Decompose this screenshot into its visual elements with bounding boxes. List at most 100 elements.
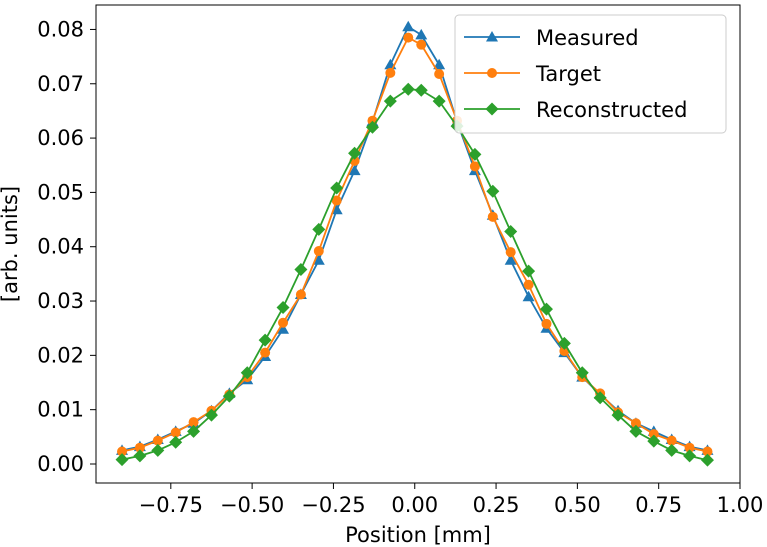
data-point-target (260, 347, 271, 358)
x-axis-ticks: −0.75 −0.50 −0.25 0.00 0.25 0.50 0.75 1.00 (139, 483, 764, 517)
y-tick-label: 0.02 (37, 343, 84, 367)
data-point-target (702, 446, 713, 457)
data-point-target (188, 417, 199, 428)
data-point-target (295, 289, 306, 300)
data-point-reconstructed (151, 443, 165, 457)
legend-entry-target: Target (464, 62, 601, 86)
x-tick-label: −0.50 (220, 493, 284, 517)
data-point-measured (277, 323, 290, 334)
x-tick-label: 1.00 (717, 493, 764, 517)
data-point-reconstructed (365, 120, 379, 134)
x-tick-label: 0.00 (391, 493, 438, 517)
data-point-reconstructed (539, 302, 553, 316)
data-point-measured (312, 254, 325, 265)
data-point-target (487, 211, 498, 222)
legend-entries: Measured Target Reconstructed (464, 26, 687, 122)
y-tick-label: 0.00 (37, 452, 84, 476)
data-point-target (469, 161, 480, 172)
data-point-reconstructed (700, 453, 714, 467)
data-point-target (331, 195, 342, 206)
data-point-target (684, 442, 695, 453)
data-point-measured (433, 58, 446, 70)
y-axis-label: [arb. units] (0, 186, 22, 302)
data-point-target (385, 67, 396, 78)
data-point-target (541, 318, 552, 329)
data-point-reconstructed (504, 225, 518, 239)
y-tick-label: 0.04 (37, 235, 84, 259)
y-tick-label: 0.03 (37, 289, 84, 313)
data-point-target (278, 317, 289, 328)
legend-label: Target (535, 62, 601, 86)
data-point-reconstructed (683, 449, 697, 463)
plot-frame (95, 4, 741, 484)
data-point-reconstructed (348, 146, 362, 160)
data-point-reconstructed (169, 435, 183, 449)
legend-entry-reconstructed: Reconstructed (464, 98, 687, 122)
y-tick-label: 0.06 (37, 126, 84, 150)
data-point-measured (348, 164, 361, 176)
data-point-reconstructed (240, 366, 254, 380)
y-axis-ticks: 0.00 0.01 0.02 0.03 0.04 0.05 0.06 0.07 0.08 (37, 17, 96, 476)
series-line-target (121, 36, 708, 453)
data-point-reconstructed (414, 83, 428, 97)
data-point-target (630, 418, 641, 429)
data-point-reconstructed (401, 82, 415, 96)
x-tick-label: 0.50 (554, 493, 601, 517)
y-tick-label: 0.08 (37, 17, 84, 41)
data-point-reconstructed (294, 263, 308, 277)
data-point-measured (504, 254, 517, 265)
legend-swatch-marker (486, 31, 498, 42)
x-tick-label: −0.75 (139, 493, 203, 517)
legend-label: Reconstructed (536, 98, 687, 122)
series-line-reconstructed (121, 88, 708, 462)
data-point-target (152, 435, 163, 446)
data-point-reconstructed (575, 366, 589, 380)
data-point-reconstructed (522, 264, 536, 278)
data-point-reconstructed (432, 94, 446, 108)
data-point-target (134, 442, 145, 453)
y-tick-label: 0.07 (37, 72, 84, 96)
legend-entry-measured: Measured (464, 26, 639, 50)
data-point-reconstructed (258, 333, 272, 347)
data-point-reconstructed (330, 181, 344, 195)
data-point-reconstructed (204, 408, 218, 422)
data-point-reconstructed (611, 408, 625, 422)
x-axis-label: Position [mm] (345, 523, 491, 547)
legend-swatch-marker (487, 68, 497, 78)
data-point-reconstructed (647, 434, 661, 448)
legend-box (454, 14, 727, 134)
y-tick-label: 0.05 (37, 180, 84, 204)
data-point-target (523, 279, 534, 290)
data-point-reconstructed (276, 301, 290, 315)
data-point-reconstructed (486, 184, 500, 198)
x-tick-label: 0.25 (473, 493, 520, 517)
data-point-reconstructed (312, 222, 326, 236)
legend: Measured Target Reconstructed (454, 14, 727, 134)
x-tick-label: 0.75 (635, 493, 682, 517)
data-point-measured (402, 20, 415, 32)
data-point-reconstructed (115, 453, 129, 467)
legend-swatch-marker (485, 102, 499, 116)
y-tick-label: 0.01 (37, 398, 84, 422)
data-point-target (666, 435, 677, 446)
series-reconstructed (115, 82, 714, 467)
legend-label: Measured (536, 26, 639, 50)
data-point-reconstructed (665, 443, 679, 457)
data-point-target (117, 446, 128, 457)
x-tick-label: −0.25 (301, 493, 365, 517)
data-point-reconstructed (593, 391, 607, 405)
data-point-measured (415, 28, 428, 40)
data-point-reconstructed (187, 424, 201, 438)
data-point-reconstructed (629, 424, 643, 438)
data-point-reconstructed (557, 336, 571, 350)
data-point-reconstructed (468, 147, 482, 161)
data-point-target (648, 429, 659, 440)
series-layer (115, 20, 714, 467)
data-point-target (313, 246, 324, 257)
data-point-reconstructed (383, 94, 397, 108)
data-point-measured (522, 290, 535, 302)
data-point-target (416, 39, 427, 50)
data-point-target (403, 32, 414, 43)
data-point-target (170, 427, 181, 438)
